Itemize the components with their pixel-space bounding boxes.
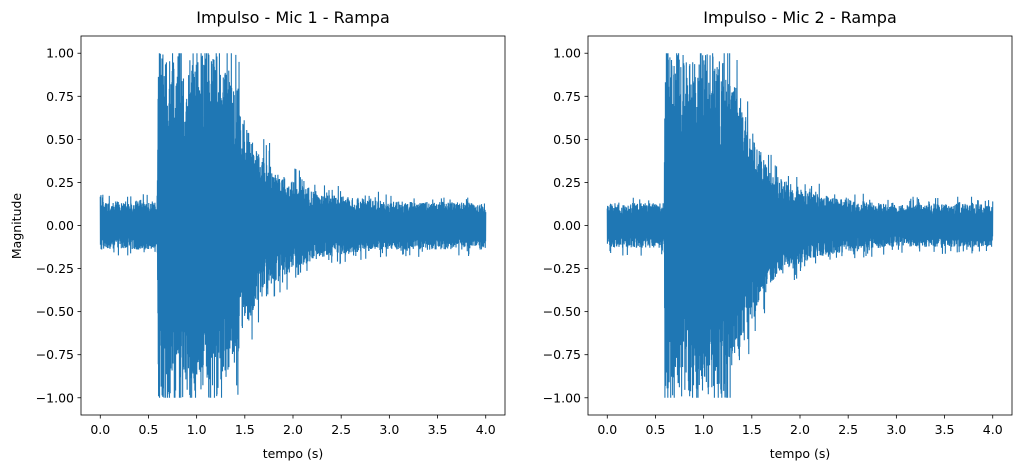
y-tick-label: 0.00 <box>46 218 74 233</box>
y-tick-label: 0.25 <box>553 175 581 190</box>
x-tick-label: 0.0 <box>90 422 110 437</box>
x-tick-label: 1.0 <box>694 422 714 437</box>
x-tick-label: 1.5 <box>742 422 762 437</box>
x-tick-label: 0.5 <box>646 422 666 437</box>
x-tick-label: 2.0 <box>790 422 810 437</box>
y-tick-label: 0.50 <box>46 132 74 147</box>
y-tick-label: 1.00 <box>46 46 74 61</box>
y-tick-label: −0.75 <box>543 347 581 362</box>
y-tick-label: 1.00 <box>553 46 581 61</box>
x-tick-label: 0.0 <box>597 422 617 437</box>
x-tick-label: 3.0 <box>379 422 399 437</box>
x-tick-label: 2.5 <box>331 422 351 437</box>
x-tick-label: 2.0 <box>283 422 303 437</box>
y-axis-label: Magnitude <box>9 193 24 260</box>
chart-title: Impulso - Mic 2 - Rampa <box>703 8 897 27</box>
y-tick-label: 0.75 <box>46 89 74 104</box>
y-tick-label: 0.50 <box>553 132 581 147</box>
y-tick-label: 0.75 <box>553 89 581 104</box>
chart-panel-mic-2: Impulso - Mic 2 - Rampa tempo (s) 0.0 0.5… <box>543 8 1013 461</box>
x-tick-label: 1.0 <box>187 422 207 437</box>
y-tick-label: −1.00 <box>543 390 581 405</box>
chart-panel-mic-1: Impulso - Mic 1 - Rampa tempo (s) Magnit… <box>9 8 506 461</box>
x-tick-label: 3.5 <box>935 422 955 437</box>
x-axis-label: tempo (s) <box>770 446 831 461</box>
x-tick-label: 3.0 <box>886 422 906 437</box>
y-tick-label: −0.25 <box>543 261 581 276</box>
x-tick-label: 2.5 <box>838 422 858 437</box>
y-tick-label: 0.25 <box>46 175 74 190</box>
y-tick-label: −0.50 <box>543 304 581 319</box>
waveform-series-line <box>606 53 994 398</box>
x-tick-label: 3.5 <box>428 422 448 437</box>
y-tick-label: −1.00 <box>36 390 74 405</box>
x-tick-label: 1.5 <box>235 422 255 437</box>
x-tick-label: 0.5 <box>139 422 159 437</box>
y-tick-label: −0.50 <box>36 304 74 319</box>
x-tick-label: 4.0 <box>983 422 1003 437</box>
chart-title: Impulso - Mic 1 - Rampa <box>196 8 390 27</box>
y-tick-label: −0.75 <box>36 347 74 362</box>
x-axis-label: tempo (s) <box>263 446 324 461</box>
waveform-series-line <box>99 53 487 398</box>
y-tick-label: −0.25 <box>36 261 74 276</box>
x-tick-label: 4.0 <box>476 422 496 437</box>
y-tick-label: 0.00 <box>553 218 581 233</box>
